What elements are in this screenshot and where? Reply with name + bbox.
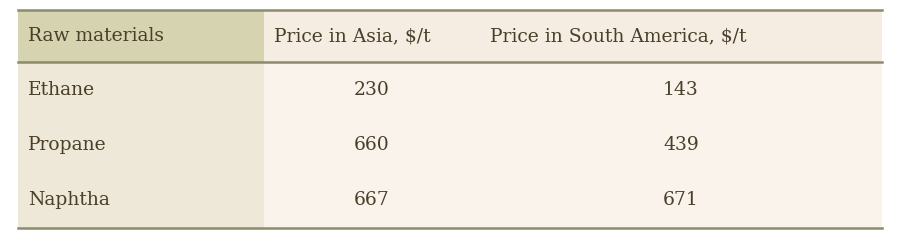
Bar [264, 173, 480, 228]
Text: 143: 143 [663, 81, 699, 99]
Bar [18, 117, 264, 173]
Text: Price in South America, $/t: Price in South America, $/t [490, 27, 746, 45]
Text: 660: 660 [354, 136, 390, 154]
Bar [264, 10, 480, 62]
Bar [264, 117, 480, 173]
Text: Naphtha: Naphtha [28, 191, 110, 209]
Bar [480, 10, 882, 62]
Text: 667: 667 [354, 191, 390, 209]
Text: Raw materials: Raw materials [28, 27, 164, 45]
Text: Price in Asia, $/t: Price in Asia, $/t [274, 27, 430, 45]
Text: 671: 671 [663, 191, 699, 209]
Bar [18, 62, 264, 117]
Text: 230: 230 [354, 81, 390, 99]
Bar [480, 62, 882, 117]
Text: Propane: Propane [28, 136, 106, 154]
Bar [18, 10, 264, 62]
Bar [264, 62, 480, 117]
Text: 439: 439 [663, 136, 699, 154]
Bar [480, 117, 882, 173]
Bar [18, 173, 264, 228]
Bar [480, 173, 882, 228]
Text: Ethane: Ethane [28, 81, 95, 99]
